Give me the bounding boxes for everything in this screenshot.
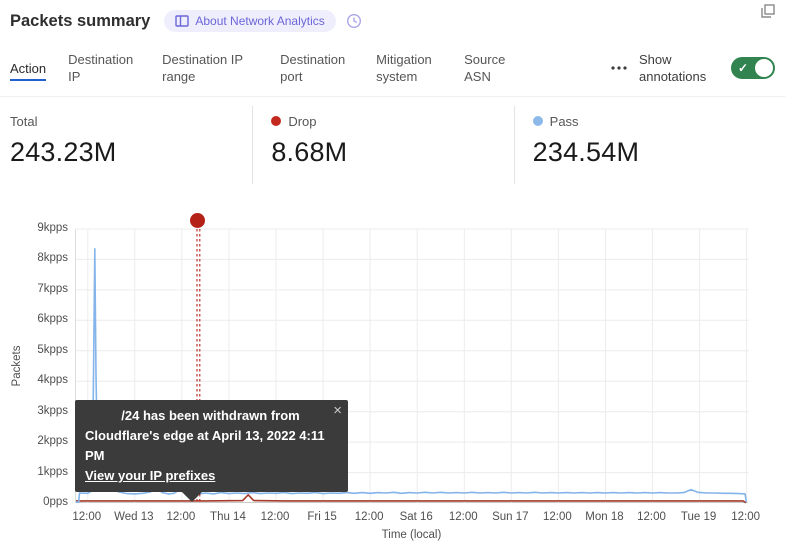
stat-total: Total 243.23M [10, 106, 252, 184]
x-tick-label: Thu 14 [210, 511, 246, 523]
y-tick-label: 0pps [43, 496, 68, 508]
tab-destination-ip-range[interactable]: Destination IP range [162, 51, 258, 85]
pass-legend-dot-icon [532, 116, 543, 126]
y-tick-label: 2kpps [37, 435, 68, 448]
x-tick-label: Fri 15 [307, 511, 337, 523]
ellipsis-icon [611, 66, 627, 70]
x-tick-label: 12:00 [354, 511, 384, 523]
stat-header: Pass [532, 112, 775, 130]
x-tick-label: Sun 17 [492, 511, 529, 523]
y-tick-label: 3kpps [37, 404, 68, 417]
show-annotations-toggle[interactable]: ✓ [731, 57, 775, 79]
drop-legend-dot-icon [271, 116, 282, 126]
stat-value: 234.54M [532, 137, 640, 167]
x-tick-label: 12:00 [448, 511, 478, 523]
stat-label: Total [10, 113, 38, 129]
annotation-marker[interactable] [189, 213, 205, 228]
expand-panel-button[interactable] [759, 2, 777, 23]
stat-label: Drop [288, 113, 317, 129]
tooltip-text-line2: Cloudflare's edge at April 13, 2022 4:11… [85, 428, 325, 463]
y-tick-label: 9kpps [37, 222, 68, 234]
x-tick-label: 12:00 [72, 511, 102, 523]
x-tick-label: Tue 19 [680, 511, 717, 523]
close-icon[interactable]: × [333, 402, 342, 419]
tab-label: Mitigation system [376, 52, 432, 84]
x-tick-label: 12:00 [260, 511, 290, 523]
stat-drop: Drop 8.68M [252, 106, 513, 184]
about-network-analytics-button[interactable]: About Network Analytics [164, 10, 336, 32]
x-tick-label: Mon 18 [585, 511, 624, 523]
tab-label: Destination port [280, 52, 346, 84]
x-tick-label: Sat 16 [399, 511, 433, 523]
show-annotations-label: Show annotations [639, 52, 707, 84]
about-badge-label: About Network Analytics [195, 14, 325, 28]
stat-label: Pass [549, 113, 579, 129]
restore-window-icon [759, 2, 777, 20]
clock-icon [346, 13, 362, 29]
dimension-tabbar: Action Destination IP Destination IP range… [0, 42, 785, 97]
y-tick-label: 4kpps [37, 374, 68, 387]
more-tabs-button[interactable] [611, 66, 627, 70]
tab-destination-ip[interactable]: Destination IP [68, 51, 140, 85]
tooltip-text-line1: /24 has been withdrawn from [121, 408, 300, 423]
x-tick-label: Wed 13 [114, 511, 154, 523]
tab-label: Destination IP [68, 52, 134, 84]
annotation-tooltip: × /24 has been withdrawn from Cloudflare… [75, 400, 348, 502]
y-tick-label: 5kpps [37, 343, 68, 356]
packets-chart: Packets 0pps 1kpps 2kpps 3kpps 4kpps 5kpps 6kp… [0, 210, 785, 555]
tab-label: Destination IP range [162, 52, 243, 84]
tab-destination-port[interactable]: Destination port [280, 51, 354, 85]
stat-header: Drop [271, 112, 513, 130]
x-tick-label: 12:00 [543, 511, 572, 523]
panel-header: Packets summary About Network Analytics [10, 8, 775, 34]
y-tick-label: 8kpps [37, 252, 68, 265]
tab-mitigation-system[interactable]: Mitigation system [376, 51, 442, 85]
summary-stats: Total 243.23M Drop 8.68M Pass 234.54M [10, 106, 775, 184]
tab-label: Source ASN [464, 52, 506, 84]
x-axis-title: Time (local) [381, 529, 442, 541]
view-ip-prefixes-link[interactable]: View your IP prefixes [85, 468, 216, 483]
tab-source-asn[interactable]: Source ASN [464, 51, 512, 85]
toggle-knob [755, 59, 773, 77]
stat-header: Total [10, 112, 252, 130]
stat-value: 243.23M [10, 137, 117, 167]
stat-value: 8.68M [271, 137, 348, 167]
stat-pass: Pass 234.54M [513, 106, 775, 184]
check-icon: ✓ [738, 61, 749, 75]
tab-label: Action [10, 60, 47, 81]
y-tick-label: 7kpps [37, 282, 68, 295]
x-tick-label: 12:00 [166, 511, 196, 523]
x-tick-label: 12:00 [731, 511, 761, 523]
page-title: Packets summary [10, 11, 151, 30]
y-tick-label: 6kpps [37, 313, 68, 326]
tab-list: Action Destination IP Destination IP range… [10, 51, 534, 85]
book-icon [175, 15, 190, 27]
x-tick-label: 12:00 [637, 511, 666, 523]
tab-action[interactable]: Action [10, 60, 47, 81]
y-tick-label: 1kpps [37, 465, 68, 478]
time-period-button[interactable] [346, 13, 362, 29]
